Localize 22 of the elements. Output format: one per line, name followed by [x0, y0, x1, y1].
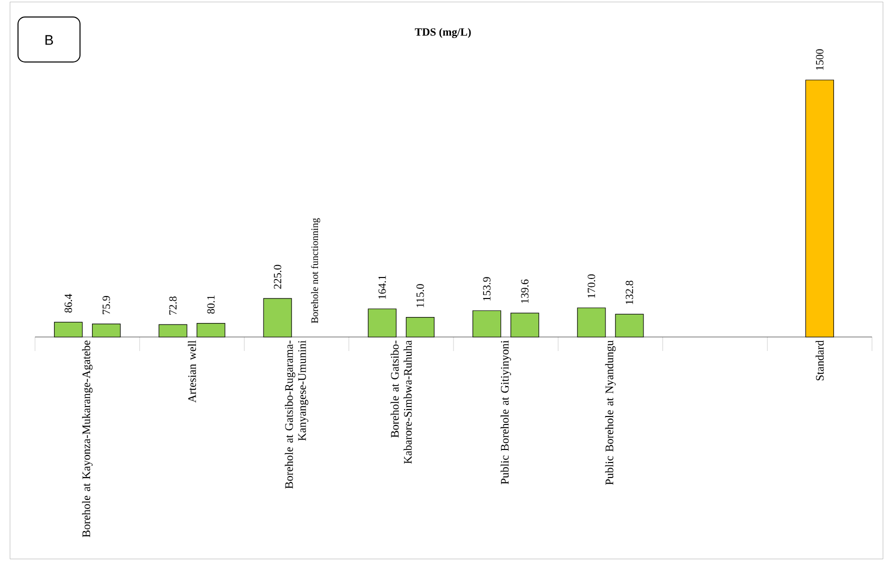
x-tick-label: Standard	[816, 340, 824, 380]
data-label: 115.0	[416, 284, 424, 308]
x-tick-label: Public Borehole at Nyandungu	[605, 340, 616, 485]
data-label: 72.8	[169, 296, 177, 315]
annotation: Borehole not functionning	[310, 218, 320, 324]
data-label: 86.4	[64, 294, 72, 313]
chart-title: TDS (mg/L)	[414, 28, 471, 38]
data-label: 225.0	[274, 264, 282, 289]
data-label: 75.9	[102, 296, 110, 314]
data-label: 139.6	[521, 279, 529, 303]
x-tick-label: Borehole at Gatsibo-Rugarama-Kanyangese-Umunini	[284, 340, 308, 489]
data-label: 164.1	[378, 276, 386, 299]
x-tick-label: Borehole at Gatsibo-Kabarore-Simbwa-Ruhuha	[390, 340, 412, 464]
text: B	[45, 35, 53, 45]
data-label: 153.9	[483, 277, 491, 300]
x-tick-label: Borehole at Kayonza-Mukarange-Agatebe	[82, 340, 93, 538]
data-label: 170.0	[588, 274, 596, 298]
data-label: 80.1	[207, 295, 215, 314]
data-label: 132.8	[626, 280, 634, 304]
x-tick-label: Artesian well	[188, 340, 196, 403]
data-label: 1500	[816, 49, 824, 70]
x-tick-label: Public Borehole at Gitiyinyoni	[500, 340, 512, 484]
